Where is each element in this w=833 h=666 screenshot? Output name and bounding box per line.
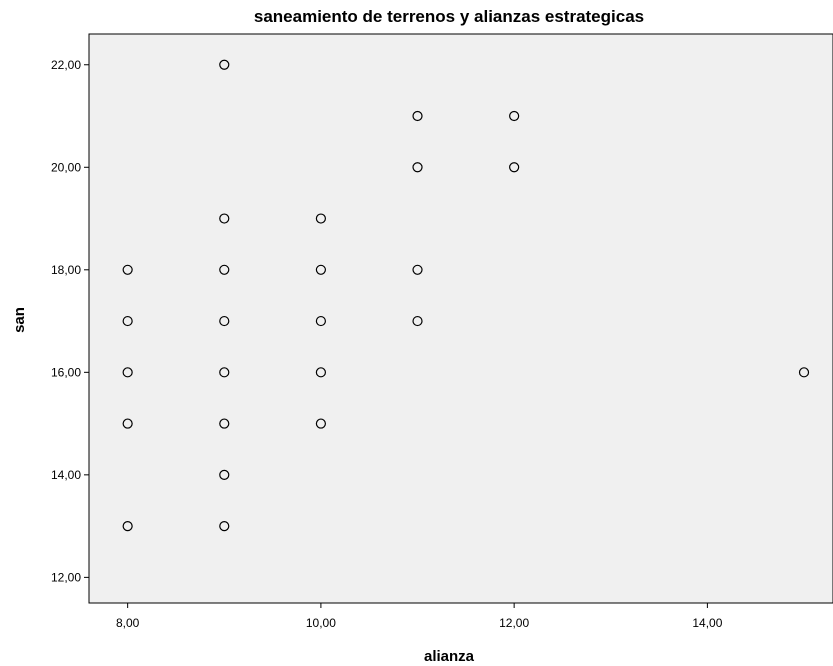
data-point (122, 418, 133, 429)
data-point (315, 315, 326, 327)
data-point (412, 315, 423, 327)
data-point (798, 367, 810, 378)
data-point (219, 418, 230, 429)
data-points (122, 59, 810, 532)
x-axis-label: alianza (424, 648, 475, 665)
data-point (412, 162, 423, 173)
data-point (412, 110, 423, 122)
data-point (219, 367, 230, 378)
data-point (219, 59, 230, 70)
x-tick-label: 12,00 (499, 616, 529, 630)
x-tick-label: 8,00 (116, 616, 140, 630)
chart-title: saneamiento de terrenos y alianzas estra… (254, 7, 644, 26)
plot-area (88, 33, 833, 604)
x-axis: 8,00 10,00 12,00 14,00 (116, 603, 723, 630)
y-tick-label: 22,00 (51, 58, 81, 72)
y-axis: 12,00 14,00 16,00 18,00 20,00 22,00 (51, 58, 89, 584)
data-point (315, 418, 326, 429)
data-point (509, 110, 520, 122)
data-point (122, 264, 133, 275)
x-tick-label: 14,00 (692, 616, 722, 630)
data-point (509, 162, 520, 173)
data-point (219, 469, 230, 480)
y-tick-label: 18,00 (51, 263, 81, 277)
y-tick-label: 16,00 (51, 365, 81, 379)
data-point (315, 367, 326, 378)
x-tick-label: 10,00 (306, 616, 336, 630)
data-point (122, 367, 133, 378)
data-point (122, 521, 133, 532)
data-point (122, 315, 133, 327)
y-tick-label: 12,00 (51, 570, 81, 584)
data-point (315, 264, 326, 275)
y-axis-label: san (11, 307, 28, 333)
data-point (219, 213, 230, 224)
data-point (315, 213, 326, 224)
data-point (219, 521, 230, 532)
data-point (219, 264, 230, 275)
data-point (219, 315, 230, 327)
y-tick-label: 14,00 (51, 468, 81, 482)
data-point (412, 264, 423, 275)
y-tick-label: 20,00 (51, 160, 81, 174)
